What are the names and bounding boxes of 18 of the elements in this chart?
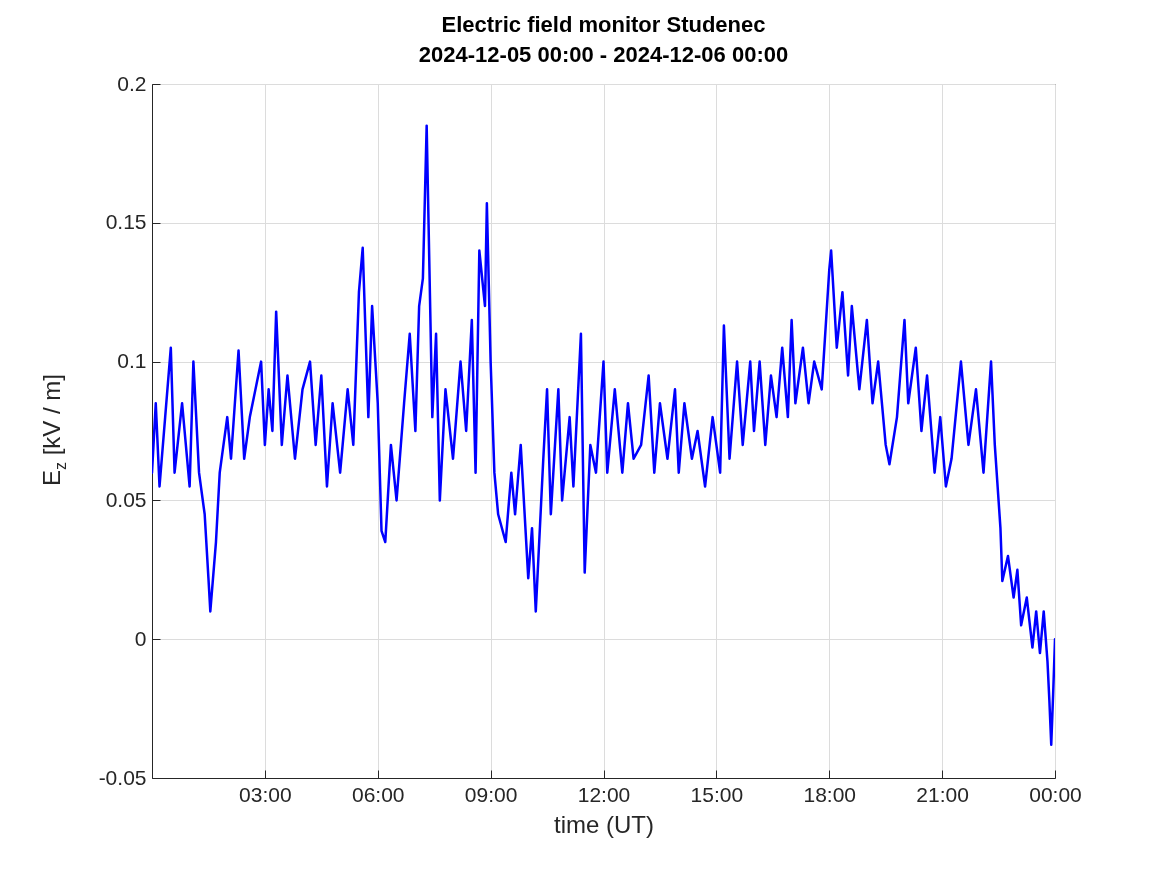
x-tick-label: 18:00 (803, 782, 857, 806)
y-tick-label: 0.15 (105, 210, 147, 234)
x-tick-label: 15:00 (690, 782, 744, 806)
x-tick-label: 09:00 (464, 782, 518, 806)
y-tick-label: 0 (134, 626, 147, 650)
text: Electric field monitor Studenec (441, 12, 766, 37)
y-tick-label: 0.05 (105, 487, 147, 511)
y-tick-label: -0.05 (98, 765, 147, 789)
x-axis-title: time (UT) (554, 810, 654, 838)
x-tick-label: 03:00 (239, 782, 292, 806)
x-tick-label: 21:00 (916, 782, 969, 806)
x-tick-label: 06:00 (351, 782, 405, 806)
line-series (152, 124, 1055, 746)
x-tick-label: 12:00 (577, 782, 631, 806)
y-tick-label: 0.2 (117, 71, 147, 95)
y-tick-label: 0.1 (117, 349, 147, 373)
x-tick-label: 00:00 (1029, 782, 1082, 806)
text: 2024-12-05 00:00 - 2024-12-06 00:00 (418, 42, 789, 67)
